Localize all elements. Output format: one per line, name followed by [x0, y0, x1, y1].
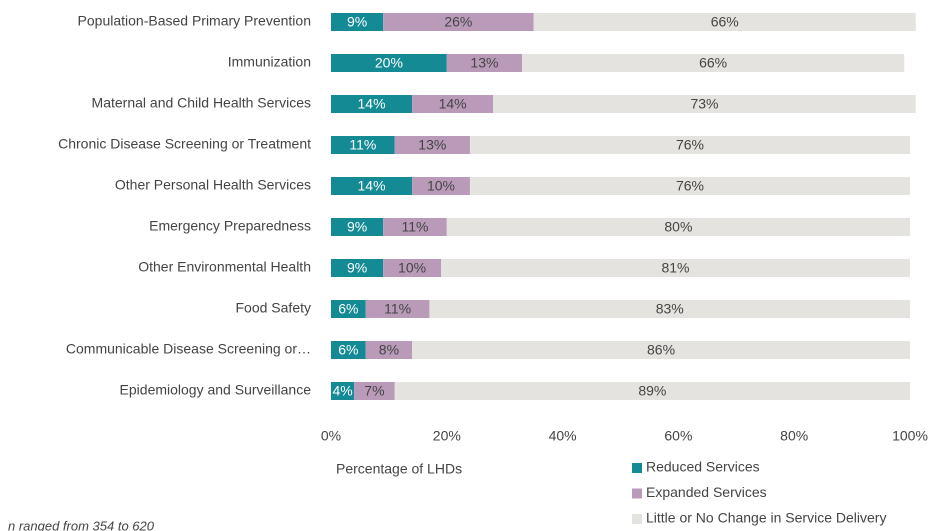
- footnote: n ranged from 354 to 620: [8, 518, 155, 531]
- legend-label: Expanded Services: [646, 484, 767, 500]
- y-tick-label: Other Personal Health Services: [115, 177, 311, 193]
- data-label: 11%: [401, 219, 428, 235]
- x-tick-label: 40%: [549, 428, 577, 444]
- y-tick-label: Population-Based Primary Prevention: [78, 13, 311, 29]
- y-tick-label: Food Safety: [236, 300, 312, 316]
- x-tick-label: 60%: [664, 428, 692, 444]
- y-tick-label: Maternal and Child Health Services: [92, 95, 311, 111]
- bar-segment: [412, 95, 494, 113]
- x-tick-label: 0%: [321, 428, 341, 444]
- x-tick-label: 80%: [780, 428, 808, 444]
- legend-label: Little or No Change in Service Delivery: [646, 510, 886, 526]
- y-tick-label: Emergency Preparedness: [149, 218, 311, 234]
- bar-segment: [331, 54, 447, 72]
- data-label: 11%: [384, 301, 411, 317]
- data-label: 6%: [338, 342, 358, 358]
- data-label: 13%: [470, 55, 498, 71]
- bar-segment: [331, 13, 384, 31]
- bar-segment: [331, 95, 413, 113]
- data-label: 89%: [638, 383, 666, 399]
- bar-segment: [522, 54, 905, 72]
- bar-segment: [331, 259, 384, 277]
- bar-segment: [446, 54, 523, 72]
- bar-segment: [441, 259, 910, 277]
- data-label: 9%: [347, 260, 367, 276]
- data-label: 10%: [398, 260, 426, 276]
- data-label: 80%: [664, 219, 692, 235]
- bar-segment: [394, 382, 910, 400]
- data-label: 9%: [347, 14, 367, 30]
- bar-segment: [383, 13, 534, 31]
- data-label: 86%: [647, 342, 675, 358]
- bar-segment: [365, 300, 430, 318]
- data-label: 20%: [375, 55, 403, 71]
- data-label: 26%: [444, 14, 472, 30]
- bar-segment: [331, 341, 366, 359]
- x-tick-label: 100%: [892, 428, 928, 444]
- y-tick-label: Chronic Disease Screening or Treatment: [58, 136, 311, 152]
- legend-swatch: [632, 463, 642, 473]
- data-label: 4%: [332, 383, 352, 399]
- data-label: 10%: [427, 178, 455, 194]
- data-label: 14%: [439, 96, 467, 112]
- y-tick-label: Epidemiology and Surveillance: [120, 382, 312, 398]
- legend-swatch: [632, 488, 642, 499]
- data-label: 76%: [676, 137, 704, 153]
- bar-segment: [331, 218, 384, 236]
- data-label: 6%: [338, 301, 358, 317]
- bar-segment: [331, 300, 366, 318]
- data-label: 8%: [379, 342, 399, 358]
- data-label: 14%: [358, 96, 386, 112]
- bar-segment: [331, 382, 355, 400]
- bar-segment: [394, 136, 470, 154]
- bar-segment: [469, 177, 910, 195]
- bar-segment: [365, 341, 413, 359]
- y-tick-label: Immunization: [228, 54, 311, 70]
- bar-segment: [331, 136, 395, 154]
- data-label: 11%: [349, 137, 376, 153]
- y-tick-label: Communicable Disease Screening or…: [66, 341, 311, 357]
- data-label: 13%: [418, 137, 446, 153]
- bar-segment: [412, 177, 470, 195]
- legend-label: Reduced Services: [646, 459, 760, 475]
- data-label: 76%: [676, 178, 704, 194]
- x-tick-label: 20%: [433, 428, 461, 444]
- bar-segment: [469, 136, 910, 154]
- bar-segment: [412, 341, 910, 359]
- bar-segment: [429, 300, 910, 318]
- bar-segment: [331, 177, 413, 195]
- bar-segment: [383, 259, 442, 277]
- data-label: 9%: [347, 219, 367, 235]
- bar-segment: [354, 382, 395, 400]
- data-label: 83%: [656, 301, 684, 317]
- bar-segment: [533, 13, 916, 31]
- x-axis-title: Percentage of LHDs: [336, 461, 462, 477]
- y-tick-label: Other Environmental Health: [138, 259, 311, 275]
- bar-segment: [493, 95, 916, 113]
- bar-segment: [383, 218, 447, 236]
- data-label: 14%: [358, 178, 386, 194]
- legend-swatch: [632, 514, 642, 524]
- data-label: 7%: [364, 383, 384, 399]
- data-label: 66%: [711, 14, 739, 30]
- data-label: 73%: [690, 96, 718, 112]
- data-label: 81%: [661, 260, 689, 276]
- bar-segment: [446, 218, 910, 236]
- data-label: 66%: [699, 55, 727, 71]
